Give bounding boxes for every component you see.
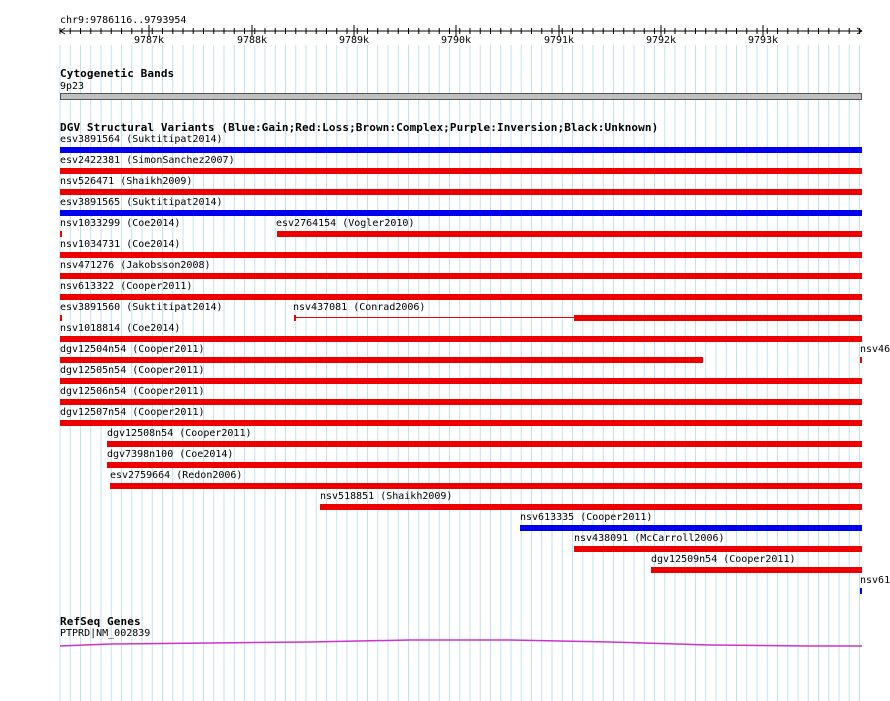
sv-feature-label[interactable]: nsv1018814 (Coe2014) — [60, 323, 181, 334]
cytoband-bar[interactable] — [60, 93, 862, 100]
dgv-track-title[interactable]: DGV Structural Variants (Blue:Gain;Red:L… — [60, 121, 659, 134]
sv-feature-bar[interactable] — [60, 210, 862, 216]
sv-feature-bar[interactable] — [107, 441, 862, 447]
sv-feature-label[interactable]: nsv46 — [860, 344, 890, 355]
sv-feature-label[interactable]: dgv12508n54 (Cooper2011) — [107, 428, 252, 439]
sv-feature-label[interactable]: dgv12509n54 (Cooper2011) — [651, 554, 796, 565]
sv-feature-bar[interactable] — [860, 588, 862, 594]
region-label: chr9:9786116..9793954 — [60, 15, 187, 26]
sv-feature-bar[interactable] — [520, 525, 862, 531]
ruler-arrows — [59, 27, 863, 35]
refseq-gene-label[interactable]: PTPRD|NM_002839 — [60, 628, 151, 639]
sv-feature-label[interactable]: esv3891565 (Suktitipat2014) — [60, 197, 223, 208]
refseq-track-title[interactable]: RefSeq Genes — [60, 615, 141, 628]
sv-feature-label[interactable]: nsv1033299 (Coe2014) — [60, 218, 181, 229]
sv-feature-label[interactable]: dgv12505n54 (Cooper2011) — [60, 365, 205, 376]
sv-feature-label[interactable]: nsv61 — [860, 575, 890, 586]
ruler-tick-label: 9788k — [236, 35, 268, 46]
ruler-tick-label: 9793k — [747, 35, 779, 46]
sv-feature-bar[interactable] — [107, 462, 862, 468]
sv-feature-bar[interactable] — [60, 357, 703, 363]
sv-feature-label[interactable]: esv2759664 (Redon2006) — [110, 470, 243, 481]
sv-feature-label[interactable]: nsv437081 (Conrad2006) — [293, 302, 426, 313]
ruler-tick-label: 9789k — [338, 35, 370, 46]
cytoband-track-title[interactable]: Cytogenetic Bands — [60, 67, 175, 80]
sv-feature-bar[interactable] — [277, 231, 862, 237]
sv-feature-label[interactable]: esv3891560 (Suktitipat2014) — [60, 302, 223, 313]
sv-feature-bar[interactable] — [294, 315, 296, 321]
ruler-tick-label: 9792k — [645, 35, 677, 46]
sv-feature-label[interactable]: nsv526471 (Shaikh2009) — [60, 176, 193, 187]
sv-feature-bar[interactable] — [60, 336, 862, 342]
sv-feature-bar[interactable] — [860, 357, 862, 363]
ruler-tick-label: 9790k — [440, 35, 472, 46]
sv-feature-label[interactable]: esv2422381 (SimonSanchez2007) — [60, 155, 235, 166]
sv-feature-label[interactable]: esv3891564 (Suktitipat2014) — [60, 134, 223, 145]
cytoband-name: 9p23 — [60, 81, 85, 92]
sv-feature-label[interactable]: nsv471276 (Jakobsson2008) — [60, 260, 211, 271]
sv-feature-label[interactable]: dgv7398n100 (Coe2014) — [107, 449, 234, 460]
sv-feature-bar[interactable] — [60, 189, 862, 195]
ruler-tick-label: 9787k — [133, 35, 165, 46]
sv-feature-bar[interactable] — [60, 168, 862, 174]
sv-feature-bar[interactable] — [60, 252, 862, 258]
sv-feature-label[interactable]: nsv438091 (McCarroll2006) — [574, 533, 725, 544]
sv-feature-label[interactable]: dgv12506n54 (Cooper2011) — [60, 386, 205, 397]
sv-feature-bar[interactable] — [60, 420, 862, 426]
sv-feature-connector — [295, 317, 575, 318]
sv-feature-bar[interactable] — [574, 315, 862, 321]
sv-feature-label[interactable]: nsv613322 (Cooper2011) — [60, 281, 193, 292]
sv-feature-bar[interactable] — [651, 567, 862, 573]
sv-feature-label[interactable]: esv2764154 (Vogler2010) — [276, 218, 415, 229]
sv-feature-label[interactable]: dgv12504n54 (Cooper2011) — [60, 344, 205, 355]
ruler-tick-label: 9791k — [543, 35, 575, 46]
sv-feature-bar[interactable] — [60, 147, 862, 153]
sv-feature-bar[interactable] — [60, 315, 62, 321]
sv-feature-bar[interactable] — [110, 483, 862, 489]
sv-feature-bar[interactable] — [60, 231, 62, 237]
sv-feature-bar[interactable] — [60, 399, 862, 405]
sv-feature-label[interactable]: dgv12507n54 (Cooper2011) — [60, 407, 205, 418]
sv-feature-bar[interactable] — [320, 504, 862, 510]
sv-feature-label[interactable]: nsv518851 (Shaikh2009) — [320, 491, 453, 502]
sv-feature-label[interactable]: nsv613335 (Cooper2011) — [520, 512, 653, 523]
sv-feature-label[interactable]: nsv1034731 (Coe2014) — [60, 239, 181, 250]
gene-intron-line[interactable] — [59, 639, 862, 647]
sv-feature-bar[interactable] — [60, 378, 862, 384]
sv-feature-bar[interactable] — [60, 294, 862, 300]
sv-feature-bar[interactable] — [574, 546, 862, 552]
sv-feature-bar[interactable] — [60, 273, 862, 279]
